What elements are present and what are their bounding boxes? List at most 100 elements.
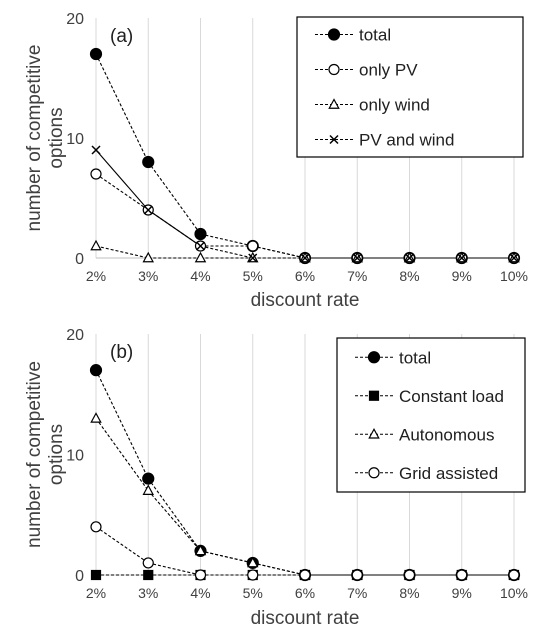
series-line-segment xyxy=(252,245,306,259)
series-line-segment xyxy=(252,562,306,576)
x-tick-label: 5% xyxy=(243,268,263,284)
y-axis-title: number of competitiveoptions xyxy=(24,361,67,548)
data-point xyxy=(509,253,519,263)
legend-marker xyxy=(368,390,380,401)
data-point xyxy=(456,569,468,581)
series-line-segment xyxy=(147,161,201,235)
series-line-segment xyxy=(200,233,253,247)
data-point xyxy=(143,569,154,581)
legend: total Constant load Autonomous Grid assiste… xyxy=(336,337,526,493)
y-tick-label: 0 xyxy=(75,251,84,268)
series-line-segment xyxy=(95,53,149,163)
x-tick-label: 3% xyxy=(138,268,158,284)
series-grid-assisted xyxy=(95,526,514,576)
data-point xyxy=(248,253,258,263)
data-point xyxy=(142,155,155,169)
y-tick-label: 0 xyxy=(75,568,84,585)
y-tick-label: 20 xyxy=(66,327,84,344)
data-point xyxy=(351,569,363,581)
data-point xyxy=(90,569,102,581)
legend-marker xyxy=(329,134,339,145)
series-markers-grid-assisted xyxy=(90,521,520,581)
series-line-segment xyxy=(148,562,201,576)
data-point xyxy=(247,569,259,581)
y-tick-label: 10 xyxy=(66,448,84,465)
x-tick-label: 2% xyxy=(86,585,106,601)
series-line-segment xyxy=(95,245,149,259)
series-markers-pv-and-wind xyxy=(91,145,519,263)
series-line-segment xyxy=(95,173,149,211)
data-point xyxy=(247,240,259,252)
data-point xyxy=(91,145,101,155)
data-point xyxy=(142,557,154,569)
y-tick-label: 10 xyxy=(66,131,84,148)
legend-marker xyxy=(368,467,380,479)
legend-box xyxy=(336,337,526,493)
x-tick-label: 3% xyxy=(138,585,158,601)
legend-label: PV and wind xyxy=(359,131,454,150)
legend: total only PV only wind PV and wind xyxy=(296,16,524,158)
panel-label: (b) xyxy=(110,342,133,363)
data-point xyxy=(457,253,467,263)
data-point xyxy=(299,569,311,581)
x-tick-label: 8% xyxy=(399,268,419,284)
legend-label: only wind xyxy=(359,96,430,115)
data-point xyxy=(404,253,415,263)
legend-marker xyxy=(328,98,340,109)
series-line-segment xyxy=(200,550,253,564)
legend-label: only PV xyxy=(359,61,418,80)
series-line-segment xyxy=(147,478,201,552)
data-point xyxy=(403,569,416,581)
data-point xyxy=(90,239,102,251)
x-axis-title: discount rate xyxy=(251,608,360,629)
series-line-segment xyxy=(95,369,149,479)
x-tick-label: 5% xyxy=(243,585,263,601)
data-point xyxy=(90,412,102,423)
series-line-segment xyxy=(147,209,201,247)
y-axis-title: number of competitiveoptions xyxy=(24,45,67,232)
data-point xyxy=(246,556,259,568)
x-tick-label: 10% xyxy=(500,268,528,284)
chart-panel-b: 2% 3% 4% 5% 6% 7% 8% 9% 10% 0 10 20 discount rate num… xyxy=(24,327,528,629)
data-point xyxy=(194,569,207,581)
chart-panel-a: 2% 3% 4% 5% 6% 7% 8% 9% 10% 0 10 20 discount rate num… xyxy=(24,11,528,311)
x-tick-label: 9% xyxy=(452,268,472,284)
x-tick-label: 2% xyxy=(86,268,106,284)
series-line-segment xyxy=(200,245,253,259)
data-point xyxy=(194,251,207,263)
data-point xyxy=(89,364,103,377)
series-line-segment xyxy=(95,526,149,564)
x-tick-label: 4% xyxy=(190,268,210,284)
legend-label: total xyxy=(359,26,391,45)
x-tick-label: 6% xyxy=(295,268,315,284)
series-line-segment xyxy=(147,490,201,552)
data-point xyxy=(143,205,153,215)
x-tick-label: 6% xyxy=(295,585,315,601)
panel-label: (a) xyxy=(110,26,133,47)
legend-marker xyxy=(327,28,341,41)
data-point xyxy=(142,472,155,485)
data-point xyxy=(142,484,155,495)
legend-marker xyxy=(367,351,381,364)
data-point xyxy=(195,241,206,251)
legend-marker xyxy=(328,63,340,76)
data-point xyxy=(142,251,155,263)
legend-label: total xyxy=(399,348,431,367)
data-point xyxy=(352,253,362,263)
x-tick-label: 9% xyxy=(452,585,472,601)
data-point xyxy=(89,47,103,61)
y-tick-label: 20 xyxy=(66,11,84,28)
data-point xyxy=(300,253,310,263)
series-line-segment xyxy=(95,149,149,211)
data-point xyxy=(90,168,102,180)
x-tick-label: 4% xyxy=(190,585,210,601)
data-point xyxy=(194,227,207,241)
x-tick-label: 10% xyxy=(500,585,528,601)
series-pv-and-wind xyxy=(95,149,514,259)
series-line-segment xyxy=(95,418,149,491)
legend-marker xyxy=(368,427,380,439)
legend-label: Constant load xyxy=(399,387,504,406)
x-tick-label: 7% xyxy=(347,268,367,284)
x-tick-label: 7% xyxy=(347,585,367,601)
